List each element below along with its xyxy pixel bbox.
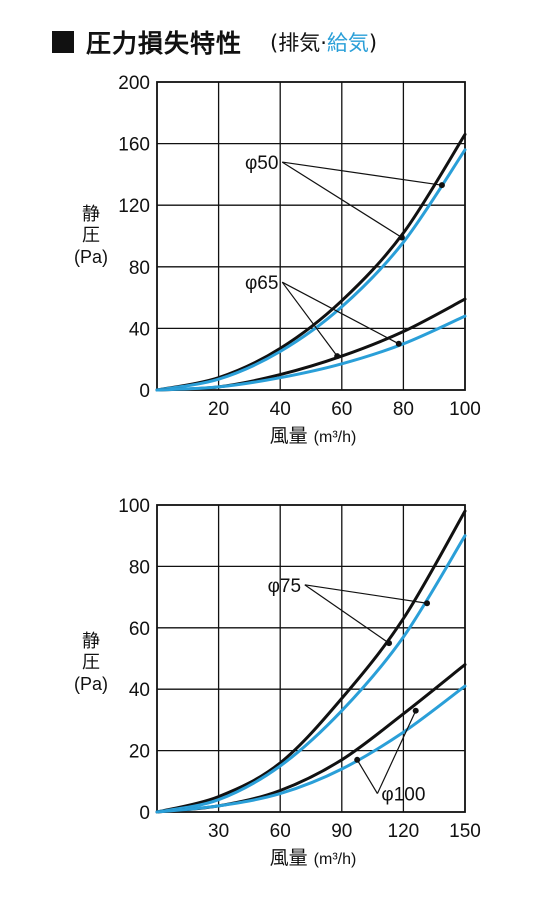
y-tick-label: 200 <box>118 73 150 94</box>
y-tick-label: 0 <box>139 381 150 402</box>
series-annotation-label: φ65 <box>245 273 278 294</box>
annotation-leader-line <box>356 759 378 794</box>
x-tick-label: 150 <box>449 821 481 842</box>
y-axis-label-unit: (Pa) <box>74 247 108 267</box>
annotation-point <box>354 756 361 763</box>
y-tick-label: 0 <box>139 803 150 824</box>
x-tick-label: 60 <box>270 821 291 842</box>
x-tick-label: 40 <box>270 399 291 420</box>
plot-frame <box>156 504 466 813</box>
chart-title-block: 圧力損失特性 (排気·給気) <box>52 22 377 62</box>
y-axis-label-line2: 圧 <box>82 225 100 245</box>
plot-frame <box>156 81 466 391</box>
page-title: 圧力損失特性 <box>86 29 243 58</box>
series-line-exhaust <box>155 132 467 392</box>
subtitle-open-paren: ( <box>270 31 279 55</box>
y-tick-label: 160 <box>118 135 150 156</box>
series-annotation-label: φ75 <box>268 576 301 597</box>
chart-top: 0 40 80 120 160 200 20 40 60 80 100 静圧(Pa) 風量 (m³/h) φ… <box>74 73 481 447</box>
y-axis-label-line1: 静 <box>82 204 100 224</box>
annotation-point <box>438 182 445 189</box>
x-tick-label: 60 <box>331 399 352 420</box>
y-axis-label-line1: 静 <box>82 631 100 651</box>
series-annotation-label: φ50 <box>245 153 278 174</box>
y-tick-label: 80 <box>129 557 150 578</box>
subtitle-exhaust: 排気· <box>278 31 327 55</box>
x-tick-label: 100 <box>449 399 481 420</box>
y-tick-label: 20 <box>129 742 150 763</box>
annotation-point <box>386 640 393 647</box>
annotation-leader-line <box>281 161 403 239</box>
chart-bottom: 0 20 40 60 80 100 30 60 90 120 150 静圧(Pa) 風量 (m³/h) φ7… <box>74 496 481 869</box>
annotation-leader-line <box>281 281 338 357</box>
title-subtitle: (排気·給気) <box>270 27 377 57</box>
y-axis-label-unit: (Pa) <box>74 674 108 694</box>
x-axis-label: 風量 (m³/h) <box>270 847 357 869</box>
series-line-supply <box>155 148 467 392</box>
series-line-supply <box>155 314 467 392</box>
annotation-leader-line <box>281 281 400 345</box>
x-tick-label: 80 <box>393 399 414 420</box>
annotation-leader-line <box>304 584 390 644</box>
annotation-point <box>398 234 405 241</box>
annotation-leader-line <box>376 710 417 794</box>
title-square-icon <box>52 31 74 53</box>
annotation-leader-line <box>304 584 428 604</box>
series-line-supply <box>155 534 467 814</box>
annotation-leader-line <box>282 161 442 186</box>
series-annotation-label: φ100 <box>381 785 425 806</box>
y-tick-label: 120 <box>118 196 150 217</box>
y-tick-label: 80 <box>129 258 150 279</box>
subtitle-close-paren: ) <box>368 31 378 55</box>
series-line-exhaust <box>155 297 467 392</box>
annotation-point <box>412 707 419 714</box>
y-axis-label-line2: 圧 <box>82 652 100 672</box>
y-tick-label: 40 <box>129 680 150 701</box>
y-tick-label: 60 <box>129 619 150 640</box>
x-tick-label: 120 <box>388 821 420 842</box>
x-tick-label: 30 <box>208 821 229 842</box>
annotation-point <box>334 353 341 360</box>
x-axis-label: 風量 (m³/h) <box>270 425 357 447</box>
subtitle-supply: 給気 <box>326 31 369 55</box>
series-line-supply <box>155 684 467 814</box>
series-line-exhaust <box>155 509 467 814</box>
y-tick-label: 40 <box>129 319 150 340</box>
y-tick-label: 100 <box>118 496 150 517</box>
annotation-point <box>395 340 402 347</box>
x-tick-label: 20 <box>208 399 229 420</box>
x-tick-label: 90 <box>331 821 352 842</box>
annotation-point <box>424 600 431 607</box>
